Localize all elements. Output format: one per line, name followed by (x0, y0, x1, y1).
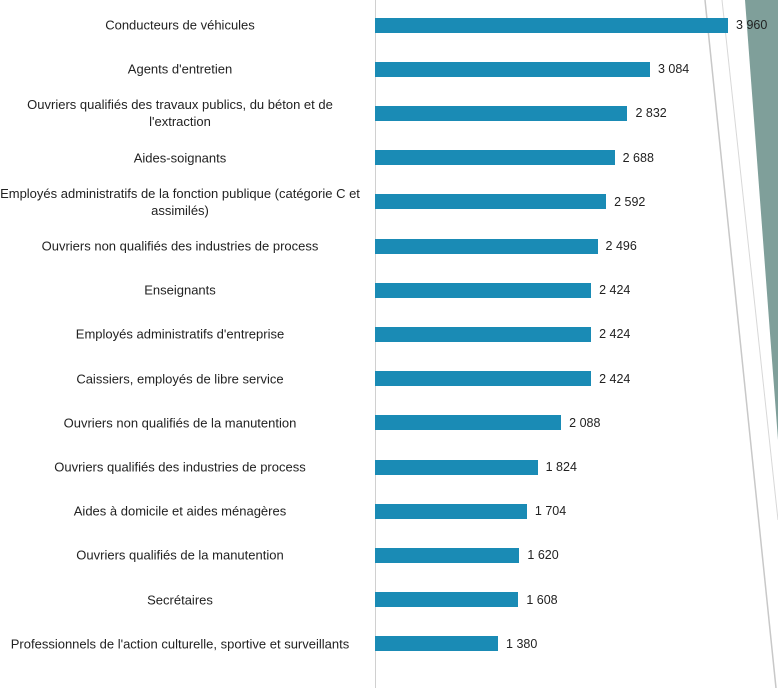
data-label: 3 084 (657, 62, 690, 77)
data-label: 2 424 (599, 371, 631, 386)
category-label: Aides-soignants (133, 150, 227, 166)
data-label: 2 424 (599, 327, 631, 342)
data-label: 2 832 (635, 106, 667, 121)
axis-line (375, 0, 376, 688)
data-label: 2 496 (605, 239, 637, 253)
data-label: 2 424 (599, 283, 631, 298)
corner-line (704, 0, 777, 688)
bar (375, 17, 729, 33)
data-label: 1 380 (506, 636, 538, 651)
corner-shape (745, 0, 778, 440)
category-label: Enseignants (144, 282, 216, 298)
category-label: Caissiers, employés de libre service (76, 371, 284, 387)
data-label: 2 088 (569, 415, 601, 430)
bar (375, 150, 615, 166)
bar (375, 238, 598, 254)
bar (375, 371, 592, 387)
category-label: Ouvriers non qualifiés des industries de… (41, 238, 319, 254)
bar (375, 61, 650, 77)
bar (375, 105, 628, 121)
category-label: Ouvriers qualifiés des travaux publics, … (27, 97, 333, 130)
data-label: 1 620 (527, 548, 559, 563)
bar (375, 636, 499, 652)
category-label: Ouvriers qualifiés de la manutention (76, 547, 284, 563)
data-label: 1 704 (534, 504, 567, 519)
bar (375, 592, 519, 608)
data-label: 1 824 (545, 460, 577, 474)
data-label: 2 592 (614, 194, 646, 209)
bar (375, 194, 607, 210)
category-label: Ouvriers non qualifiés de la manutention (63, 415, 297, 431)
category-label: Ouvriers qualifiés des industries de pro… (54, 459, 306, 475)
category-label: Agents d'entretien (127, 61, 233, 77)
data-label: 2 688 (622, 150, 654, 165)
bar (375, 503, 527, 519)
category-label: Employés administratifs de la fonction p… (0, 185, 360, 218)
category-label: Professionnels de l'action culturelle, s… (10, 636, 350, 652)
data-label: 3 960 (736, 18, 768, 32)
bar (375, 282, 592, 298)
data-label: 1 608 (526, 592, 558, 607)
bar (375, 326, 592, 342)
corner-line (721, 0, 778, 521)
category-label: Aides à domicile et aides ménagères (73, 503, 287, 519)
bar (375, 547, 520, 563)
category-label: Conducteurs de véhicules (105, 17, 255, 33)
category-label: Employés administratifs d'entreprise (75, 326, 285, 342)
bar (375, 459, 538, 475)
bar (375, 415, 562, 431)
category-label: Secrétaires (147, 592, 213, 608)
